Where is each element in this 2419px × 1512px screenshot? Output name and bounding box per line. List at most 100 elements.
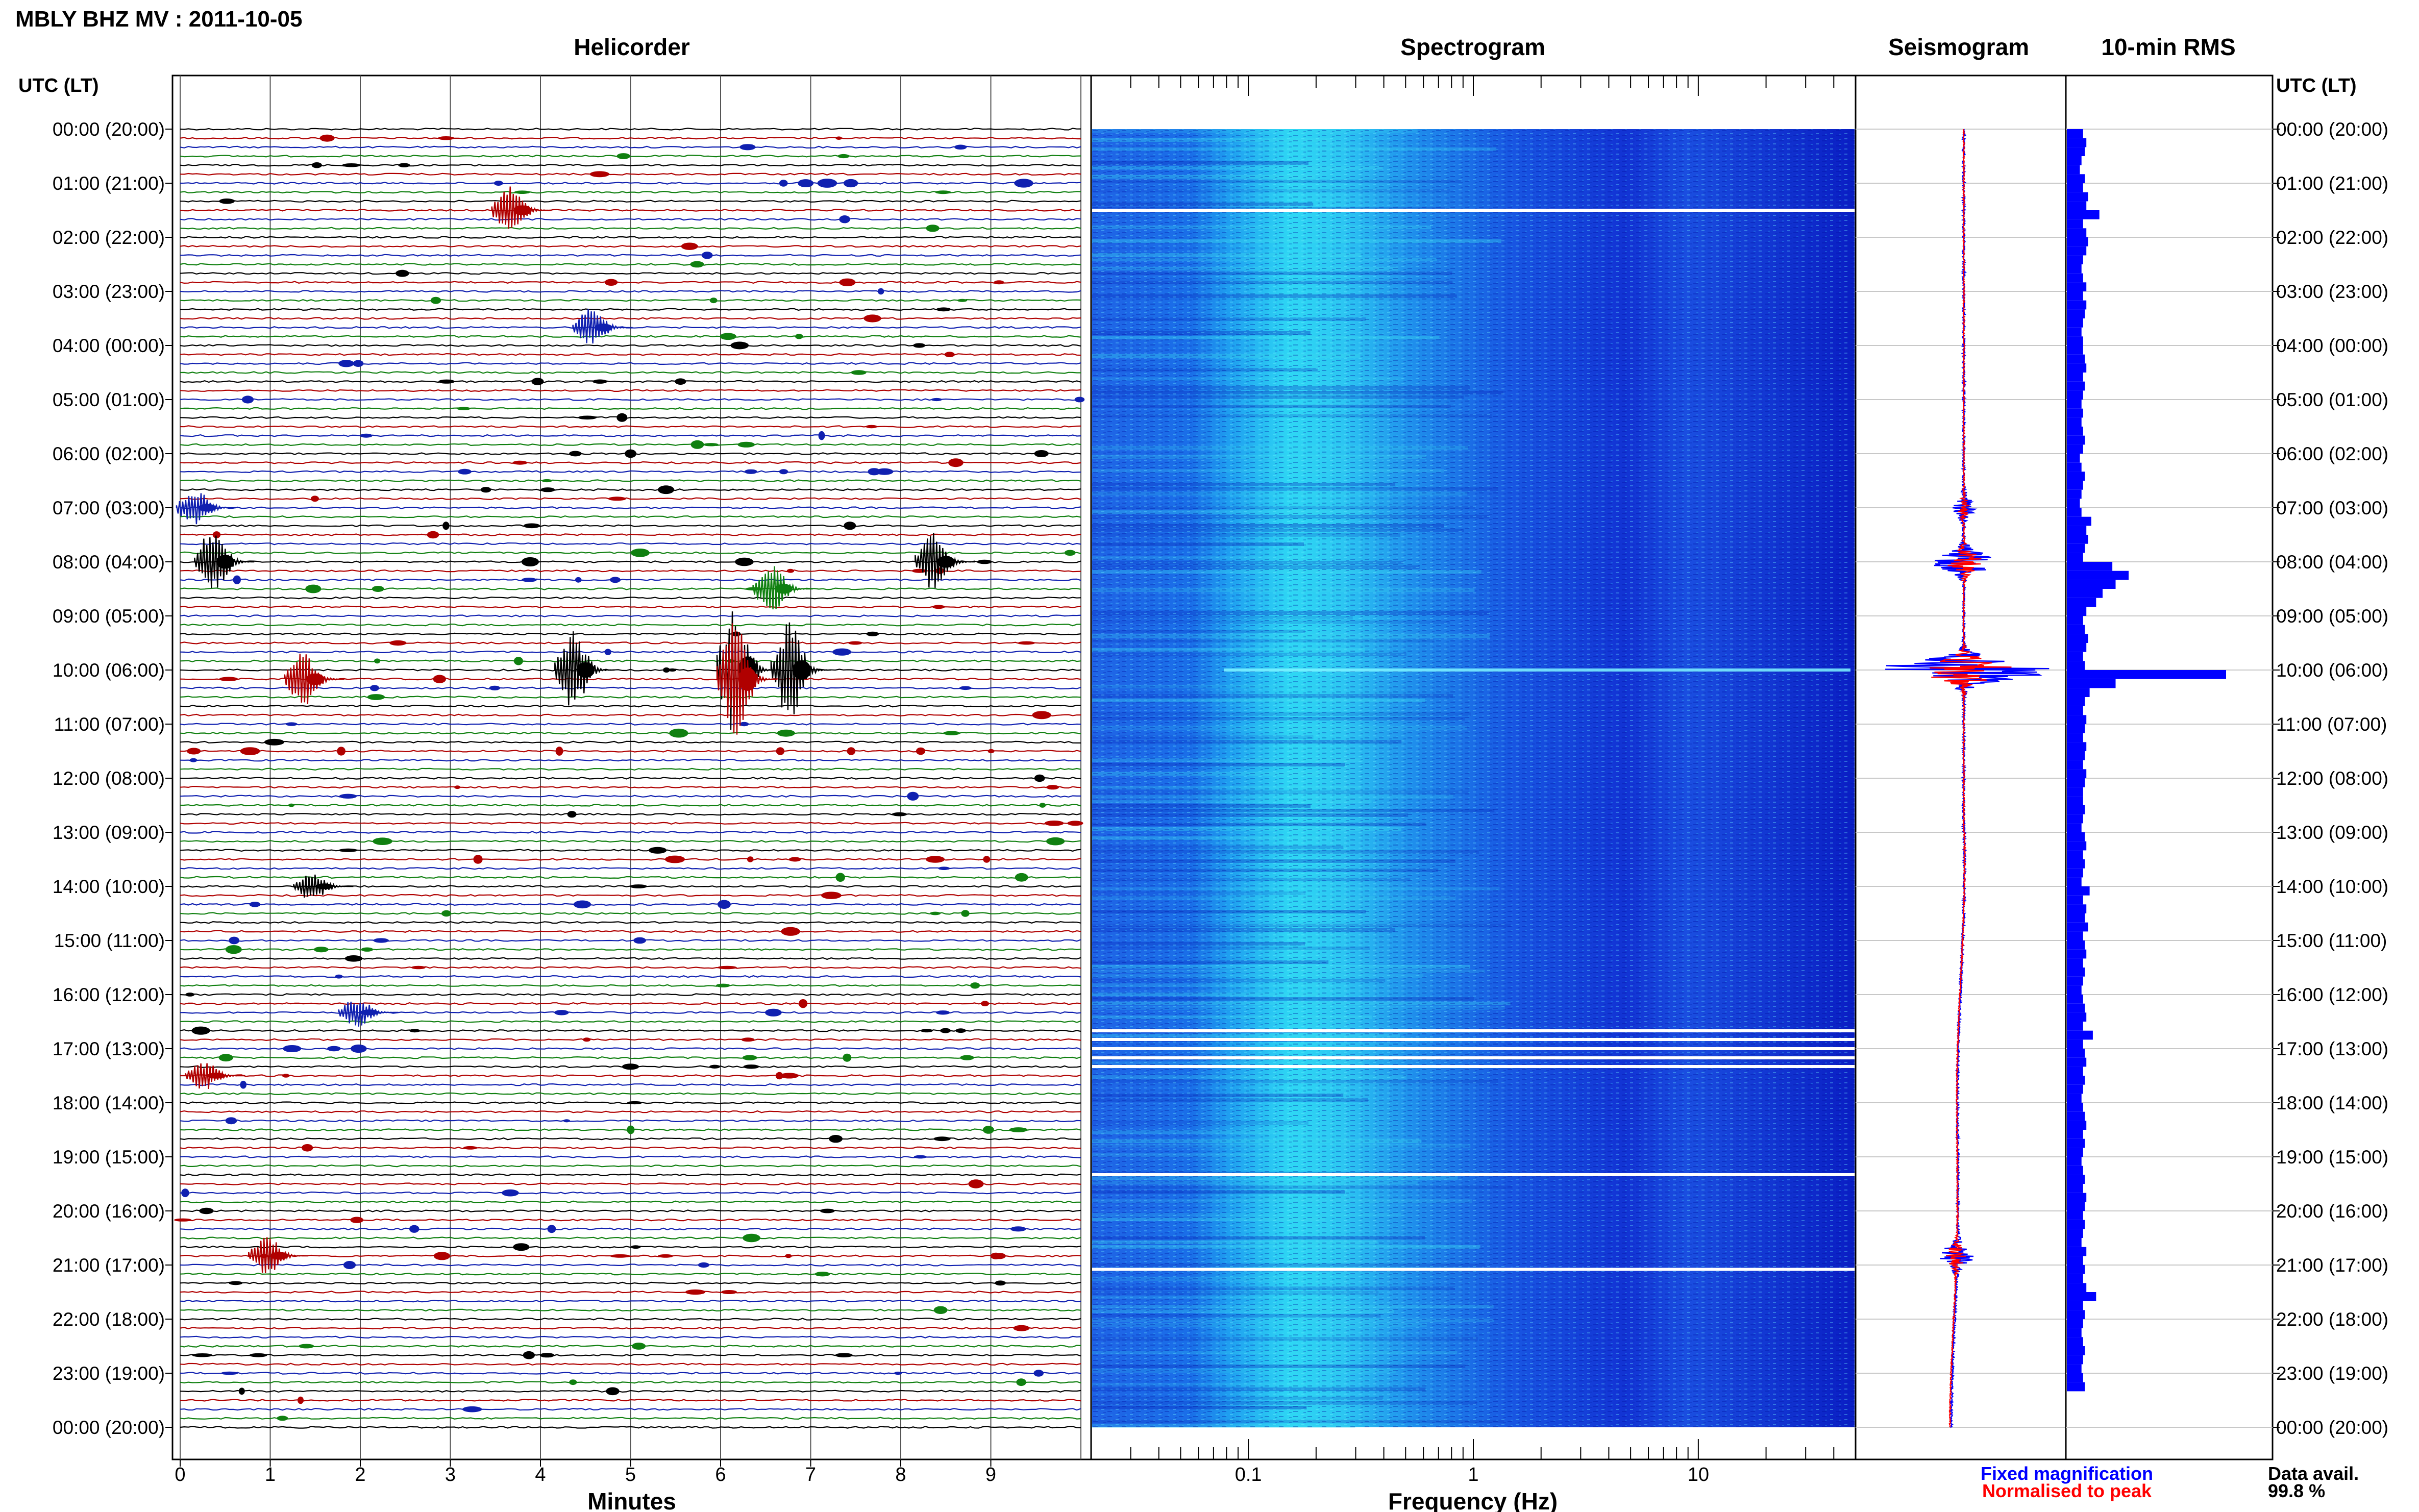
- time-label-left: 20:00 (16:00): [53, 1201, 165, 1222]
- helicorder-blip: [442, 522, 450, 530]
- rms-frame: [2065, 75, 2274, 1460]
- helicorder-blip: [931, 398, 942, 402]
- helicorder-trace: [180, 659, 1081, 663]
- helicorder-blip: [777, 729, 796, 737]
- rms-bar: [2067, 282, 2087, 291]
- helicorder-trace: [180, 894, 1081, 897]
- helicorder-event: [554, 631, 615, 706]
- helicorder-blip: [633, 937, 646, 944]
- rms-bar: [2067, 760, 2083, 770]
- helicorder-blip: [970, 982, 980, 989]
- helicorder-blip: [848, 641, 862, 645]
- rms-bar: [2067, 1220, 2085, 1229]
- helicorder-blip: [539, 1353, 555, 1358]
- helicorder-blip: [933, 1136, 951, 1142]
- rms-bar: [2067, 427, 2083, 436]
- spectrogram-panel: 0.1 1 10: [1090, 75, 1857, 1485]
- rms-bar: [2067, 940, 2085, 950]
- helicorder-blip: [938, 866, 950, 870]
- helicorder-blip: [389, 640, 407, 646]
- helicorder-blip: [298, 1396, 304, 1404]
- rms-bar: [2067, 643, 2087, 652]
- legend-normalised-to-peak: Normalised to peak: [1982, 1480, 2152, 1501]
- helicorder-trace: [180, 254, 1081, 257]
- helicorder-trace: [180, 1254, 1081, 1258]
- helicorder-trace: [180, 389, 1081, 392]
- rms-bar: [2067, 1211, 2083, 1220]
- spectrogram-event-line: [1224, 668, 1850, 672]
- rms-bar: [2067, 841, 2087, 851]
- left-time-labels: 00:00 (20:00) 01:00 (21:00) 02:00 (22:00) 0…: [53, 119, 165, 1438]
- rms-bar: [2067, 444, 2083, 454]
- time-label-left: 00:00 (20:00): [53, 119, 165, 140]
- helicorder-trace: [180, 497, 1081, 501]
- panel-title-spectrogram: Spectrogram: [1400, 34, 1545, 60]
- helicorder-trace: [180, 795, 1081, 798]
- time-label-left: 06:00 (02:00): [53, 443, 165, 464]
- rms-bar: [2067, 1184, 2083, 1193]
- rms-panel: [2065, 75, 2274, 1460]
- rms-bar: [2067, 400, 2082, 409]
- rms-bar: [2067, 508, 2082, 517]
- helicorder-blip: [914, 1155, 927, 1159]
- helicorder-blip: [1046, 837, 1065, 846]
- helicorder-blip: [630, 884, 648, 888]
- time-label-left: 19:00 (15:00): [53, 1147, 165, 1168]
- helicorder-trace: [180, 812, 1081, 816]
- helicorder-blip: [839, 215, 850, 224]
- helicorder-blip: [219, 677, 238, 681]
- helicorder-blip: [788, 857, 801, 862]
- helicorder-trace: [180, 993, 1081, 996]
- rms-bar: [2067, 336, 2083, 345]
- rms-bar: [2067, 652, 2083, 661]
- time-label-left: 07:00 (03:00): [53, 498, 165, 518]
- helicorder-trace: [180, 145, 1081, 149]
- helicorder-xlabel: Minutes: [587, 1488, 676, 1512]
- helicorder-blip: [513, 1243, 530, 1251]
- helicorder-trace: [180, 1399, 1081, 1402]
- helicorder-blip: [514, 190, 530, 194]
- helicorder-blip: [916, 747, 926, 755]
- rms-bar: [2067, 769, 2087, 778]
- helicorder-trace: [180, 1083, 1081, 1086]
- helicorder-trace: [180, 975, 1081, 978]
- helicorder-blip: [277, 1416, 288, 1421]
- time-label-right: 20:00 (16:00): [2276, 1201, 2388, 1222]
- helicorder-blip: [995, 1280, 1006, 1286]
- time-label-right: 15:00 (11:00): [2276, 930, 2387, 951]
- minute-tick-label: 9: [985, 1464, 996, 1485]
- seismogram-panel: [1855, 75, 2067, 1460]
- rms-bar: [2067, 1148, 2083, 1157]
- helicorder-trace: [180, 596, 1081, 600]
- rms-bar: [2067, 823, 2082, 832]
- helicorder-trace: [180, 236, 1081, 239]
- helicorder-blip: [911, 568, 927, 573]
- helicorder-blip: [980, 1001, 990, 1006]
- helicorder-trace: [180, 804, 1081, 807]
- helicorder-trace: [180, 163, 1081, 167]
- time-label-left: 01:00 (21:00): [53, 173, 165, 194]
- helicorder-blip: [709, 1064, 721, 1069]
- helicorder-blip: [844, 522, 856, 530]
- rms-bar: [2067, 489, 2082, 499]
- helicorder-blip: [229, 936, 240, 945]
- time-label-right: 19:00 (15:00): [2276, 1147, 2388, 1168]
- helicorder-blip: [523, 523, 540, 529]
- time-label-left: 05:00 (01:00): [53, 389, 165, 410]
- rms-bar: [2067, 1319, 2083, 1328]
- helicorder-blip: [338, 848, 358, 852]
- helicorder-blip: [199, 1207, 214, 1214]
- helicorder-blip: [716, 983, 730, 988]
- rms-bar: [2067, 751, 2085, 760]
- helicorder-blip: [690, 440, 704, 449]
- rms-bar: [2067, 589, 2103, 598]
- helicorder-trace: [180, 731, 1081, 735]
- helicorder-blip: [983, 856, 991, 863]
- helicorder-blip: [583, 1037, 591, 1042]
- helicorder-trace: [180, 984, 1081, 987]
- helicorder-blip: [717, 965, 737, 970]
- rms-bar: [2067, 1346, 2085, 1355]
- helicorder-blip: [305, 584, 322, 593]
- helicorder-trace: [180, 1291, 1081, 1294]
- helicorder-trace: [180, 876, 1081, 879]
